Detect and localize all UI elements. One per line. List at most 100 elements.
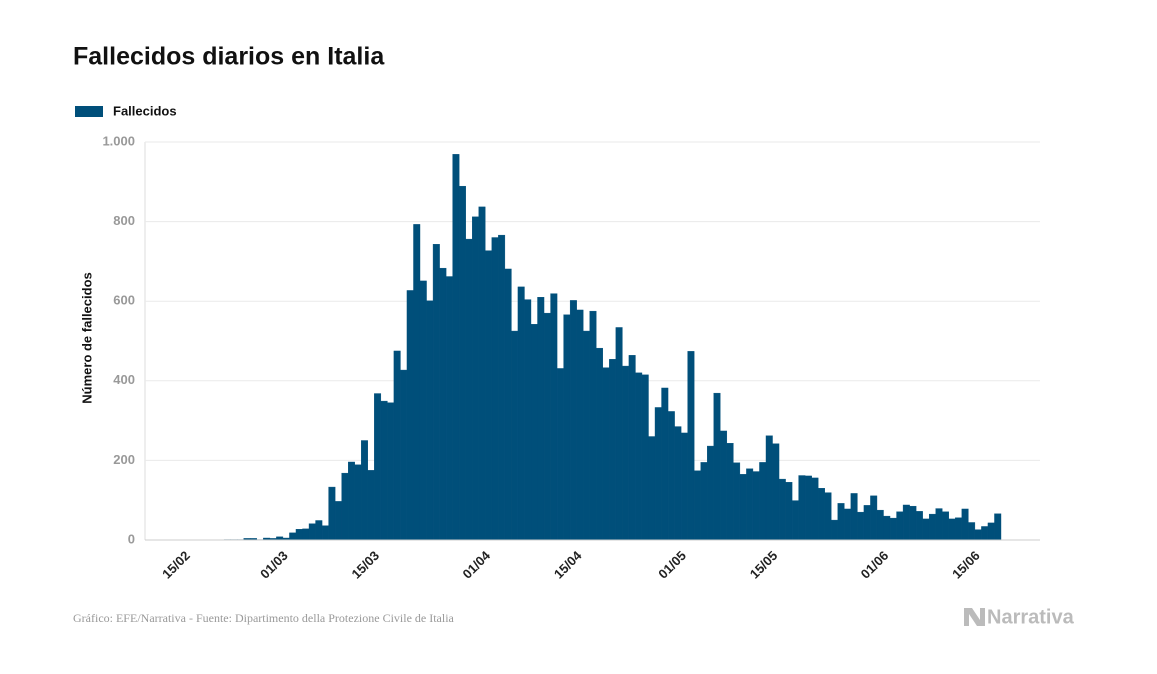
y-tick-label: 1.000 [102, 133, 135, 148]
bar [308, 523, 316, 541]
x-tick-label: 15/05 [747, 548, 781, 582]
bar [419, 280, 427, 541]
y-tick-label: 0 [128, 531, 135, 546]
bar [491, 237, 499, 541]
bar [713, 392, 721, 541]
bar [465, 238, 473, 541]
x-tick-label: 01/04 [459, 547, 493, 581]
bar [609, 359, 617, 541]
bar [915, 511, 923, 541]
bar [896, 511, 904, 541]
bar [524, 299, 532, 541]
bar [556, 368, 564, 541]
bar [844, 508, 852, 541]
bar [661, 387, 669, 541]
source: Gráfico: EFE/Narrativa - Fuente: Diparti… [73, 611, 455, 625]
bar [517, 286, 525, 541]
bar [870, 495, 878, 541]
x-tick-label: 01/06 [858, 548, 892, 582]
bar [426, 300, 434, 541]
bar [693, 470, 701, 541]
bar [628, 355, 636, 541]
bar [798, 475, 806, 541]
bar [302, 528, 310, 541]
bar [543, 312, 551, 541]
bar [576, 309, 584, 541]
bar [400, 369, 408, 541]
bar [680, 432, 688, 541]
bar [641, 374, 649, 541]
bar [994, 513, 1002, 541]
bar [654, 407, 662, 541]
logo-icon [964, 608, 985, 626]
y-tick-label: 600 [113, 293, 135, 308]
bar [478, 206, 486, 541]
bar [700, 462, 708, 541]
bar [380, 400, 388, 541]
bar [785, 482, 793, 541]
bar [458, 185, 466, 541]
bar [635, 372, 643, 541]
bar [909, 505, 917, 541]
bar [974, 529, 982, 541]
bar [674, 426, 682, 541]
bar [432, 244, 440, 541]
bar [406, 290, 414, 541]
bar [615, 327, 623, 541]
bar [452, 154, 460, 541]
x-tick-label: 15/02 [159, 548, 193, 582]
bar [759, 462, 767, 541]
bar [902, 504, 910, 541]
bar [354, 464, 362, 541]
legend-swatch [75, 106, 103, 117]
x-tick-label: 01/05 [655, 548, 689, 582]
bar [413, 224, 421, 541]
bar [726, 443, 734, 541]
legend-label: Fallecidos [113, 103, 177, 118]
bar [733, 462, 741, 541]
x-tick-label: 15/06 [949, 548, 983, 582]
y-axis-label: Número de fallecidos [79, 272, 94, 403]
bar [935, 508, 943, 541]
chart-title: Fallecidos diarios en Italia [73, 43, 385, 71]
bar [334, 501, 342, 541]
bar [837, 503, 845, 541]
bar [687, 351, 695, 541]
bar [472, 216, 479, 541]
bar [928, 513, 936, 541]
bar [328, 486, 336, 541]
bar [295, 529, 303, 541]
bar [981, 526, 989, 541]
bar [955, 517, 963, 541]
bar [361, 440, 368, 541]
bar [583, 330, 590, 541]
bar [511, 330, 519, 541]
bar [498, 234, 506, 541]
bar [589, 310, 597, 541]
bar [811, 477, 819, 541]
bar [818, 488, 825, 541]
bar [765, 435, 773, 541]
bar [922, 518, 930, 541]
bar [948, 518, 956, 541]
bar [746, 468, 754, 541]
bar [791, 500, 799, 541]
x-tick-label: 15/03 [349, 548, 383, 582]
bar [824, 492, 832, 541]
bar [537, 297, 545, 541]
bar [348, 461, 355, 541]
bar [374, 393, 382, 541]
bar [550, 293, 558, 541]
bar [569, 300, 577, 541]
bar [804, 475, 812, 541]
bar [889, 517, 897, 541]
bar [341, 472, 349, 541]
bar [596, 347, 603, 541]
bar [863, 505, 871, 541]
bar [831, 519, 838, 541]
bar [720, 430, 728, 541]
bar [968, 522, 976, 541]
bar [752, 471, 760, 541]
bar [622, 365, 630, 541]
y-tick-label: 200 [113, 452, 135, 467]
